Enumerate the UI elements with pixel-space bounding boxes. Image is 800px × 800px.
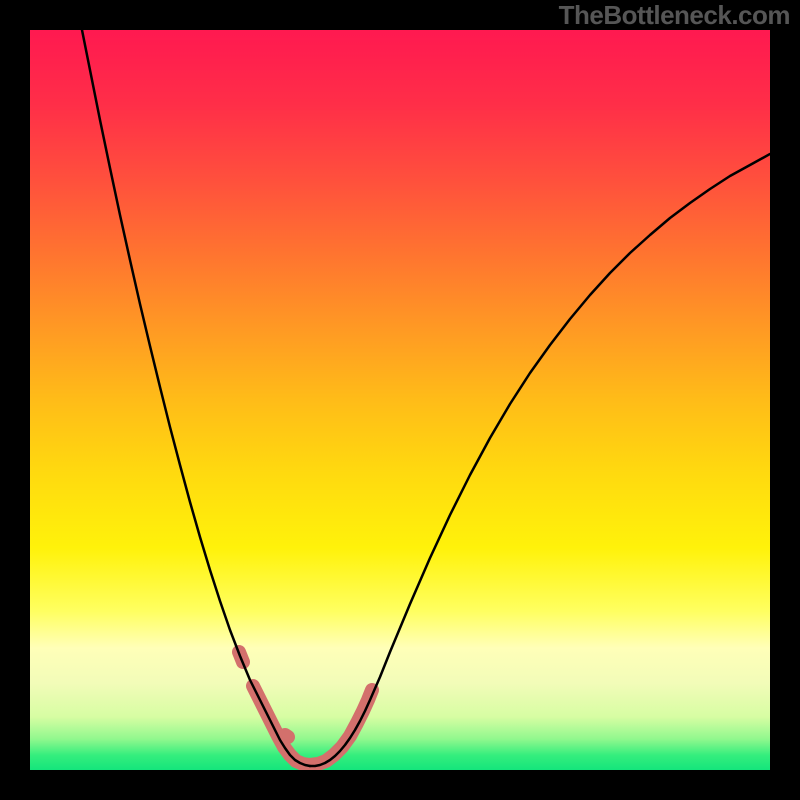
watermark-text: TheBottleneck.com [559, 0, 790, 31]
chart-svg [30, 30, 770, 770]
gradient-background [30, 30, 770, 770]
highlight-segment-2 [285, 735, 288, 737]
plot-area [30, 30, 770, 770]
